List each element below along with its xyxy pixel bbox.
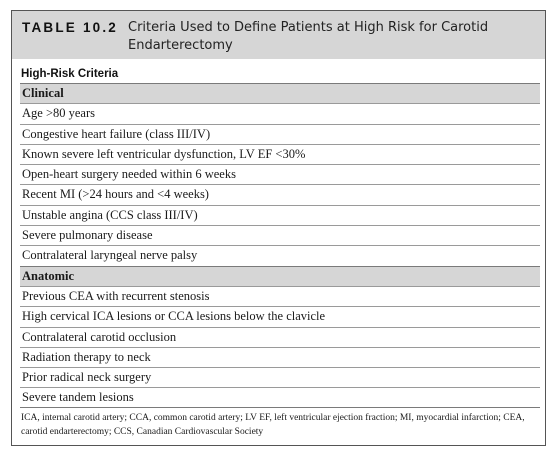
section-header-clinical: Clinical [20,83,540,104]
table-row: Previous CEA with recurrent stenosis [20,285,540,306]
table-row: Age >80 years [20,103,540,123]
table-header: TABLE 10.2 Criteria Used to Define Patie… [12,11,545,59]
table-row: Contralateral laryngeal nerve palsy [20,245,540,265]
table-row: Recent MI (>24 hours and <4 weeks) [20,184,540,204]
table-body: Clinical Age >80 years Congestive heart … [20,83,540,408]
table-footnote: ICA, internal carotid artery; CCA, commo… [21,413,525,437]
section-header-anatomic: Anatomic [20,265,540,286]
table-row: Known severe left ventricular dysfunctio… [20,143,540,164]
table-row: High cervical ICA lesions or CCA lesions… [20,306,540,326]
column-header: High-Risk Criteria [21,68,119,80]
table-row: Unstable angina (CCS class III/IV) [20,204,540,225]
table-title: Criteria Used to Define Patients at High… [128,20,489,53]
table-row: Prior radical neck surgery [20,367,540,387]
table-row: Radiation therapy to neck [20,346,540,367]
table-row: Open-heart surgery needed within 6 weeks [20,164,540,184]
table-container: TABLE 10.2 Criteria Used to Define Patie… [11,10,546,446]
table-row: Severe tandem lesions [20,387,540,408]
table-label: TABLE 10.2 [22,20,119,35]
table-row: Severe pulmonary disease [20,225,540,245]
table-row: Contralateral carotid occlusion [20,326,540,347]
table-row: Congestive heart failure (class III/IV) [20,123,540,144]
